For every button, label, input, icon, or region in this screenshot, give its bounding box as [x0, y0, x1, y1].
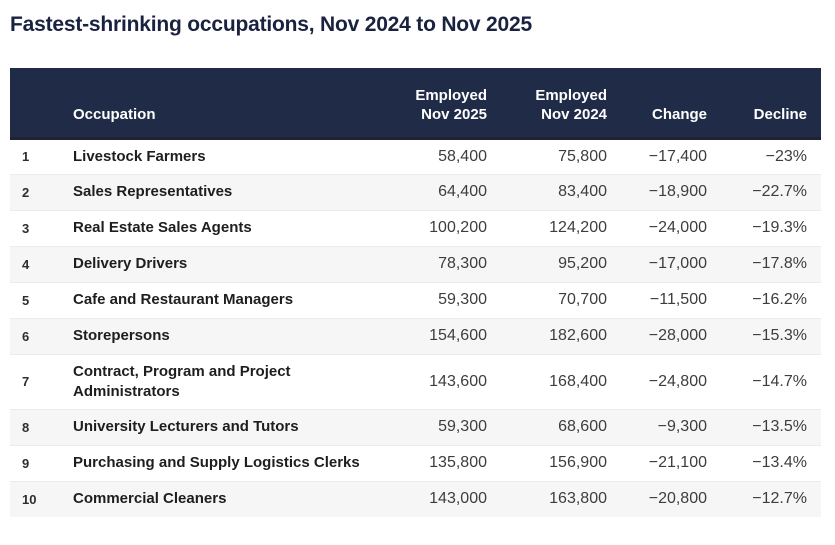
decline-cell: −19.3% [707, 209, 821, 246]
rank-cell: 9 [10, 444, 62, 481]
occupation-cell: Storepersons [62, 317, 382, 354]
decline-cell: −16.2% [707, 281, 821, 318]
change-cell: −17,000 [607, 245, 707, 282]
page: Fastest-shrinking occupations, Nov 2024 … [10, 13, 821, 517]
table-row: 4 Delivery Drivers 78,300 95,200 −17,000… [10, 245, 821, 282]
employed-nov-2025-cell: 59,300 [382, 408, 487, 445]
employed-nov-2024-cell: 68,600 [487, 408, 607, 445]
decline-cell: −14.7% [707, 353, 821, 409]
employed-nov-2024-cell: 168,400 [487, 353, 607, 409]
column-header-change-label: Change [651, 105, 707, 123]
header-line: Nov 2024 [541, 105, 607, 123]
employed-nov-2025-cell: 143,000 [382, 480, 487, 517]
occupations-table: Occupation Employed Nov 2025 Employed No… [10, 68, 821, 517]
column-header-employed-nov-2024: Employed Nov 2024 [487, 68, 607, 140]
page-title: Fastest-shrinking occupations, Nov 2024 … [10, 13, 532, 36]
rank-cell: 6 [10, 317, 62, 354]
employed-nov-2024-cell: 163,800 [487, 480, 607, 517]
employed-nov-2025-cell: 100,200 [382, 209, 487, 246]
table-row: 10 Commercial Cleaners 143,000 163,800 −… [10, 480, 821, 517]
table-row: 9 Purchasing and Supply Logistics Clerks… [10, 444, 821, 481]
column-header-change: Change [607, 68, 707, 140]
change-cell: −21,100 [607, 444, 707, 481]
header-line: Employed [415, 86, 487, 104]
table-row: 3 Real Estate Sales Agents 100,200 124,2… [10, 209, 821, 246]
occupation-cell: Commercial Cleaners [62, 480, 382, 517]
change-cell: −9,300 [607, 408, 707, 445]
column-header-occupation: Occupation [62, 68, 382, 140]
occupation-cell: Cafe and Restaurant Managers [62, 281, 382, 318]
occupation-cell: Delivery Drivers [62, 245, 382, 282]
header-line: Employed [535, 86, 607, 104]
employed-nov-2025-cell: 78,300 [382, 245, 487, 282]
employed-nov-2024-cell: 83,400 [487, 173, 607, 210]
change-cell: −17,400 [648, 147, 707, 165]
change-cell: −24,800 [607, 353, 707, 409]
employed-nov-2024-cell: 124,200 [487, 209, 607, 246]
column-header-rank [10, 68, 62, 140]
table-header: Occupation Employed Nov 2025 Employed No… [10, 68, 821, 140]
rank-cell: 7 [10, 353, 62, 409]
employed-nov-2025-cell: 59,300 [382, 281, 487, 318]
change-cell: −28,000 [607, 317, 707, 354]
employed-nov-2024-cell: 95,200 [487, 245, 607, 282]
rank-cell: 10 [10, 480, 62, 517]
table-row: 6 Storepersons 154,600 182,600 −28,000 −… [10, 317, 821, 354]
column-header-decline: Decline [707, 68, 821, 140]
employed-nov-2024-cell: 156,900 [487, 444, 607, 481]
rank-cell: 1 [22, 149, 30, 164]
header-line: Nov 2025 [421, 105, 487, 123]
occupation-cell: Purchasing and Supply Logistics Clerks [62, 444, 382, 481]
table-body: 1 Livestock Farmers 58,400 75,800 −17,40… [10, 138, 821, 517]
rank-cell: 8 [10, 408, 62, 445]
change-cell: −24,000 [607, 209, 707, 246]
header-row: Occupation Employed Nov 2025 Employed No… [10, 68, 821, 140]
change-cell: −20,800 [607, 480, 707, 517]
occupation-cell: Contract, Program and Project Administra… [62, 353, 382, 409]
column-header-decline-label: Decline [753, 105, 807, 123]
employed-nov-2024-cell: 182,600 [487, 317, 607, 354]
employed-nov-2025-cell: 135,800 [382, 444, 487, 481]
rank-cell: 4 [10, 245, 62, 282]
decline-cell: −12.7% [707, 480, 821, 517]
change-cell: −18,900 [607, 173, 707, 210]
table-row: 1 Livestock Farmers 58,400 75,800 −17,40… [10, 138, 821, 174]
employed-nov-2025-cell: 64,400 [382, 173, 487, 210]
decline-cell: −13.5% [707, 408, 821, 445]
occupation-cell: University Lecturers and Tutors [62, 408, 382, 445]
table-row: 8 University Lecturers and Tutors 59,300… [10, 408, 821, 445]
decline-cell: −23% [765, 147, 807, 165]
table-row: 2 Sales Representatives 64,400 83,400 −1… [10, 173, 821, 210]
table-row: 7 Contract, Program and Project Administ… [10, 353, 821, 409]
table-row: 5 Cafe and Restaurant Managers 59,300 70… [10, 281, 821, 318]
occupation-cell: Sales Representatives [62, 173, 382, 210]
occupation-cell: Livestock Farmers [73, 147, 206, 165]
column-header-employed-nov-2025: Employed Nov 2025 [382, 68, 487, 140]
decline-cell: −17.8% [707, 245, 821, 282]
rank-cell: 5 [10, 281, 62, 318]
occupation-cell: Real Estate Sales Agents [62, 209, 382, 246]
decline-cell: −15.3% [707, 317, 821, 354]
rank-cell: 3 [10, 209, 62, 246]
decline-cell: −22.7% [707, 173, 821, 210]
employed-nov-2025-cell: 58,400 [438, 147, 487, 165]
employed-nov-2024-cell: 70,700 [487, 281, 607, 318]
employed-nov-2024-cell: 75,800 [558, 147, 607, 165]
rank-cell: 2 [10, 173, 62, 210]
column-header-occupation-label: Occupation [73, 105, 156, 123]
employed-nov-2025-cell: 154,600 [382, 317, 487, 354]
change-cell: −11,500 [607, 281, 707, 318]
employed-nov-2025-cell: 143,600 [382, 353, 487, 409]
decline-cell: −13.4% [707, 444, 821, 481]
